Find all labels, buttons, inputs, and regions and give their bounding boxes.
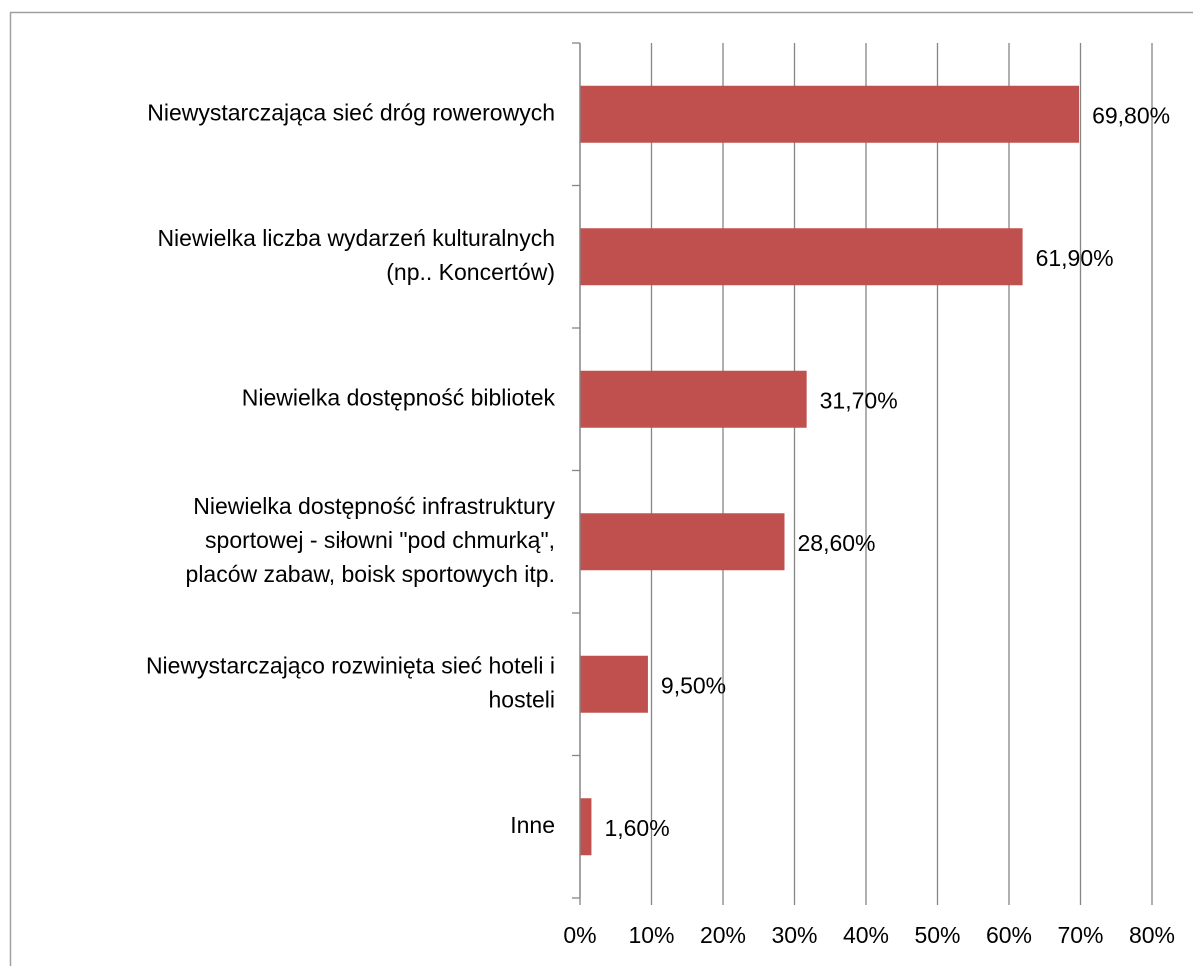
x-tick-label: 60%	[986, 922, 1032, 948]
x-tick-label: 50%	[914, 922, 960, 948]
bar	[580, 228, 1023, 286]
bar	[580, 370, 807, 428]
x-tick-label: 40%	[843, 922, 889, 948]
y-tick-label: Niewielka liczba wydarzeń kulturalnych (n…	[157, 225, 555, 285]
bar	[580, 85, 1080, 143]
bar	[580, 798, 592, 856]
x-tick-label: 70%	[1057, 922, 1103, 948]
x-tick-label: 80%	[1129, 922, 1175, 948]
x-tick-label: 20%	[700, 922, 746, 948]
x-tick-label: 10%	[628, 922, 674, 948]
y-tick-label: Niewystarczająca sieć dróg rowerowych	[147, 99, 555, 125]
bar	[580, 655, 648, 713]
y-tick-label: Niewystarczająco rozwinięta sieć hoteli …	[146, 652, 555, 712]
bar	[580, 513, 785, 571]
value-label: 9,50%	[661, 672, 726, 698]
value-label: 61,90%	[1036, 245, 1114, 271]
value-label: 31,70%	[820, 387, 898, 413]
value-label: 28,60%	[797, 530, 875, 556]
y-tick-label: Niewielka dostępność infrastruktury sport…	[186, 493, 556, 587]
x-tick-label: 0%	[563, 922, 596, 948]
value-label: 1,60%	[604, 815, 669, 841]
y-tick-label: Inne	[510, 812, 555, 838]
y-tick-label: Niewielka dostępność bibliotek	[242, 384, 556, 410]
value-label: 69,80%	[1092, 102, 1170, 128]
x-tick-label: 30%	[771, 922, 817, 948]
frame	[9, 11, 1193, 966]
